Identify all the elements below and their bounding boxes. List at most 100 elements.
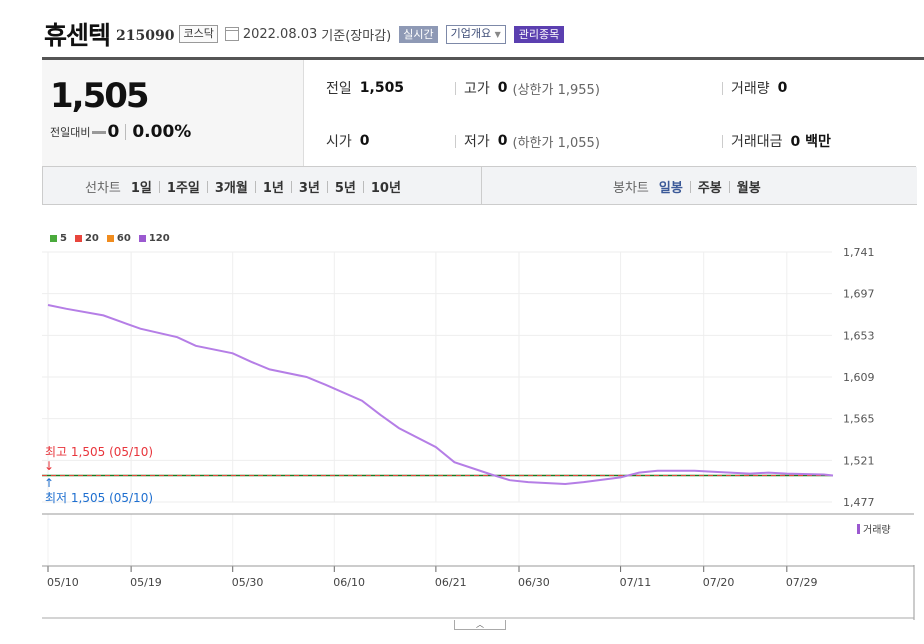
low-cell: 저가 0 (하한가 1,055) xyxy=(455,131,600,151)
tab-monthly[interactable]: 월봉 xyxy=(736,181,761,196)
tab-3m[interactable]: 3개월 xyxy=(214,181,248,196)
y-tick-label: 1,565 xyxy=(843,413,875,426)
current-price: 1,505 xyxy=(50,76,150,116)
trade-value-label: 거래대금 xyxy=(731,134,783,150)
flat-icon xyxy=(92,130,107,134)
x-tick-label: 05/10 xyxy=(47,576,79,589)
low-value: 0 xyxy=(497,133,508,149)
divider xyxy=(125,124,127,140)
volume-label: 거래량 xyxy=(731,81,770,97)
low-label: 저가 xyxy=(464,134,490,150)
x-tick-label: 06/10 xyxy=(333,576,365,589)
legend-swatch xyxy=(138,235,146,242)
tab-5y[interactable]: 5년 xyxy=(334,181,356,196)
change-label: 전일대비 xyxy=(50,126,91,139)
high-label: 고가 xyxy=(464,81,490,97)
volume-value: 0 xyxy=(777,80,788,96)
tab-3y[interactable]: 3년 xyxy=(298,181,320,196)
tab-1y[interactable]: 1년 xyxy=(262,181,284,196)
volume-legend-label: 거래량 xyxy=(863,524,891,536)
y-tick-label: 1,697 xyxy=(843,288,875,301)
change-row: 전일대비 0 0.00% xyxy=(50,122,191,142)
up-arrow-icon: ↑ xyxy=(44,476,54,490)
summary-divider xyxy=(42,166,916,167)
y-tick-label: 1,741 xyxy=(843,246,875,259)
company-overview-dropdown[interactable]: 기업개요 ▼ xyxy=(445,24,506,44)
down-arrow-icon: ↓ xyxy=(44,459,54,473)
legend-swatch xyxy=(106,235,114,242)
divider xyxy=(728,180,730,193)
tab-weekly[interactable]: 주봉 xyxy=(697,181,722,196)
legend-item-120: 120 xyxy=(138,233,170,244)
prev-close-label: 전일 xyxy=(326,81,352,97)
stock-name: 휴센텍 xyxy=(44,21,111,50)
x-tick-label: 05/30 xyxy=(232,576,264,589)
divider xyxy=(290,180,292,193)
quote-basis: 기준(장마감) xyxy=(321,28,392,44)
x-tick-label: 06/21 xyxy=(435,576,467,589)
candle-chart-label: 봉차트 xyxy=(613,181,649,196)
low-annotation: 최저 1,505 (05/10) xyxy=(45,491,153,505)
legend-swatch xyxy=(74,235,82,242)
stock-code: 215090 xyxy=(116,28,175,44)
y-tick-label: 1,653 xyxy=(843,329,875,342)
line-chart-tabs: 선차트 1일 1주일 3개월 1년 3년 5년 10년 xyxy=(85,177,401,196)
divider xyxy=(326,180,328,193)
lower-limit: (하한가 1,055) xyxy=(512,135,600,151)
upper-limit: (상한가 1,955) xyxy=(512,82,600,98)
tab-10y[interactable]: 10년 xyxy=(370,181,401,196)
prev-close-value: 1,505 xyxy=(359,80,405,96)
chart-legend: 5 20 60 120 xyxy=(50,233,178,244)
collapse-handle[interactable]: ︿ xyxy=(454,620,506,630)
chevron-up-icon: ︿ xyxy=(476,620,484,629)
market-badge: 코스닥 xyxy=(179,25,218,43)
y-tick-label: 1,477 xyxy=(843,496,875,509)
legend-swatch xyxy=(50,235,57,242)
divider xyxy=(722,81,723,95)
legend-label: 5 xyxy=(60,233,67,244)
open-label: 시가 xyxy=(326,134,352,150)
high-value: 0 xyxy=(497,80,508,96)
tab-1d[interactable]: 1일 xyxy=(130,181,152,196)
legend-label: 20 xyxy=(84,233,99,244)
realtime-button[interactable]: 실시간 xyxy=(399,25,438,43)
divider xyxy=(362,180,364,193)
divider xyxy=(455,134,456,148)
high-cell: 고가 0 (상한가 1,955) xyxy=(455,78,600,98)
divider xyxy=(455,81,456,95)
company-overview-label: 기업개요 xyxy=(450,26,492,40)
prev-close-cell: 전일 1,505 xyxy=(326,78,404,98)
header-divider xyxy=(42,57,924,60)
trade-value-value: 0 백만 xyxy=(790,134,831,150)
quote-date: 2022.08.03 xyxy=(242,26,318,42)
tab-daily[interactable]: 일봉 xyxy=(658,181,683,196)
change-percent: 0.00% xyxy=(132,122,192,142)
managed-stock-badge: 관리종목 xyxy=(513,25,565,43)
legend-label: 60 xyxy=(116,233,131,244)
y-tick-label: 1,609 xyxy=(843,371,875,384)
line-chart-label: 선차트 xyxy=(85,181,121,196)
volume-cell: 거래량 0 xyxy=(722,78,787,98)
legend-item-5: 5 xyxy=(50,233,67,244)
divider xyxy=(158,180,160,193)
open-cell: 시가 0 xyxy=(326,131,370,151)
legend-label: 120 xyxy=(148,233,170,244)
x-tick-label: 05/19 xyxy=(130,576,162,589)
divider xyxy=(206,180,208,193)
x-tick-label: 06/30 xyxy=(518,576,550,589)
x-tick-label: 07/29 xyxy=(786,576,818,589)
legend-item-20: 20 xyxy=(74,233,99,244)
divider xyxy=(254,180,256,193)
x-tick-label: 07/20 xyxy=(703,576,735,589)
stock-header: 휴센텍 215090 코스닥 2022.08.03 기준(장마감) 실시간 기업… xyxy=(44,14,565,54)
volume-legend-swatch xyxy=(857,524,860,534)
series-line-120 xyxy=(47,304,834,486)
tab-1w[interactable]: 1주일 xyxy=(166,181,200,196)
x-tick-label: 07/11 xyxy=(620,576,652,589)
tab-group-divider xyxy=(481,167,482,204)
high-annotation: 최고 1,505 (05/10) xyxy=(45,445,153,459)
chevron-down-icon: ▼ xyxy=(494,29,501,39)
trade-value-cell: 거래대금 0 백만 xyxy=(722,131,831,151)
open-value: 0 xyxy=(359,133,370,149)
